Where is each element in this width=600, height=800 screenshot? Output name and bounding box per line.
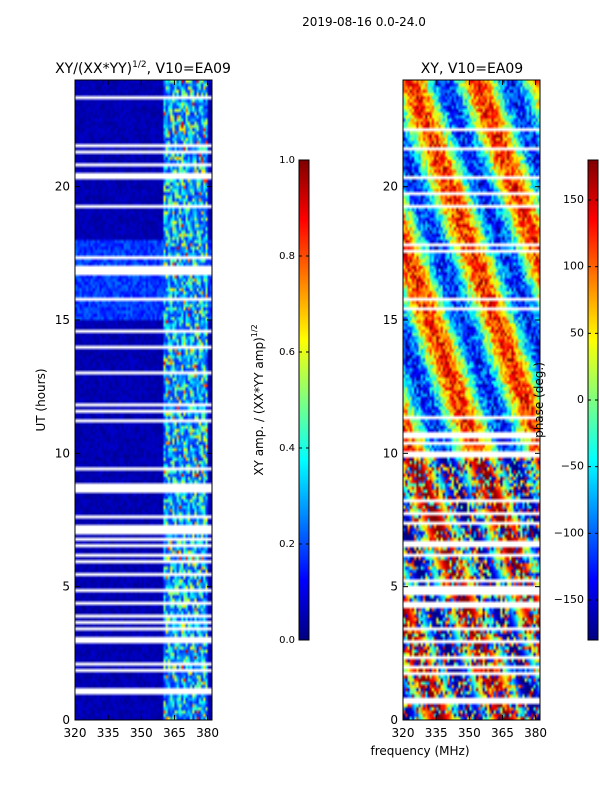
amp-ylabel: UT (hours) (34, 368, 48, 431)
phase-colorbar-label: phase (deg.) (532, 362, 546, 438)
y-tick-label: 20 (55, 180, 70, 194)
colorbar-tick-label: −100 (554, 526, 584, 539)
y-tick-label: 10 (383, 446, 398, 460)
x-tick-label: 335 (425, 726, 448, 740)
x-tick-label: 350 (130, 726, 153, 740)
panel-phase: XY, V10=EA09 320 335 350 365 380 0 5 10 15 20 (383, 61, 547, 740)
amp-colorbar-label: XY amp. / (XX*YY amp)1/2 (250, 324, 266, 475)
panel-amplitude: XY/(XX*YY)1/2, V10=EA09 320 335 350 365 380 … (34, 60, 231, 740)
amp-colorbar-fill (298, 159, 310, 641)
y-tick-label: 15 (55, 313, 70, 327)
amp-y-ticks: 0 5 10 15 20 (55, 180, 212, 727)
x-tick-label: 380 (524, 726, 547, 740)
colorbar-tick-label: −150 (554, 593, 584, 606)
amp-colorbar: 0.0 0.2 0.4 0.6 0.8 1.0 XY amp. / (XX*YY amp)… (250, 155, 310, 646)
phase-colorbar-ticks: −150 −100 −50 0 50 100 150 (554, 193, 598, 606)
phase-heatmap (403, 80, 540, 720)
colorbar-tick-label: 50 (570, 326, 584, 339)
colorbar-tick-label: 0.6 (279, 347, 295, 358)
amp-colorbar-ticks: 0.0 0.2 0.4 0.6 0.8 1.0 (279, 155, 309, 646)
amp-title-sup: 1/2 (132, 60, 146, 70)
phase-title: XY, V10=EA09 (421, 61, 523, 77)
colorbar-tick-label: 150 (563, 193, 584, 206)
colorbar-tick-label: −50 (561, 460, 584, 473)
colorbar-tick-label: 0.2 (279, 539, 295, 550)
y-tick-label: 5 (390, 580, 398, 594)
x-tick-label: 365 (163, 726, 186, 740)
phase-x-ticks: 320 335 350 365 380 (392, 80, 547, 740)
amp-plot-frame (74, 79, 213, 721)
x-tick-label: 320 (392, 726, 415, 740)
colorbar-tick-label: 0.8 (279, 251, 295, 262)
colorbar-tick-label: 1.0 (279, 155, 295, 166)
x-tick-label: 365 (491, 726, 514, 740)
x-tick-label: 335 (97, 726, 120, 740)
y-tick-label: 10 (55, 446, 70, 460)
x-tick-label: 380 (196, 726, 219, 740)
amp-x-ticks: 320 335 350 365 380 (64, 80, 219, 740)
y-tick-label: 20 (383, 180, 398, 194)
amp-colorbar-label-sup: 1/2 (250, 324, 259, 337)
colorbar-tick-label: 0.0 (279, 635, 295, 646)
amp-colorbar-label-main: XY amp. / (XX*YY amp) (252, 337, 266, 475)
x-tick-label: 320 (64, 726, 87, 740)
phase-colorbar: −150 −100 −50 0 50 100 150 phase (deg.) (532, 159, 599, 641)
y-tick-label: 0 (62, 713, 70, 727)
shared-xlabel: frequency (MHz) (370, 744, 469, 758)
amp-heatmap (75, 80, 212, 720)
amp-title: XY/(XX*YY)1/2, V10=EA09 (55, 60, 231, 77)
y-tick-label: 5 (62, 580, 70, 594)
figure-suptitle: 2019-08-16 0.0-24.0 (302, 15, 426, 29)
colorbar-tick-label: 100 (563, 260, 584, 273)
amp-title-main: XY/(XX*YY) (55, 61, 132, 77)
colorbar-tick-label: 0.4 (279, 443, 295, 454)
amp-title-rest: , V10=EA09 (147, 61, 231, 77)
y-tick-label: 0 (390, 713, 398, 727)
x-tick-label: 350 (458, 726, 481, 740)
y-tick-label: 15 (383, 313, 398, 327)
phase-y-ticks: 0 5 10 15 20 (383, 180, 540, 727)
amp-heatmap-cells (75, 80, 212, 720)
phase-heatmap-cells (403, 80, 540, 720)
colorbar-tick-label: 0 (577, 393, 584, 406)
phase-plot-frame (402, 79, 541, 721)
